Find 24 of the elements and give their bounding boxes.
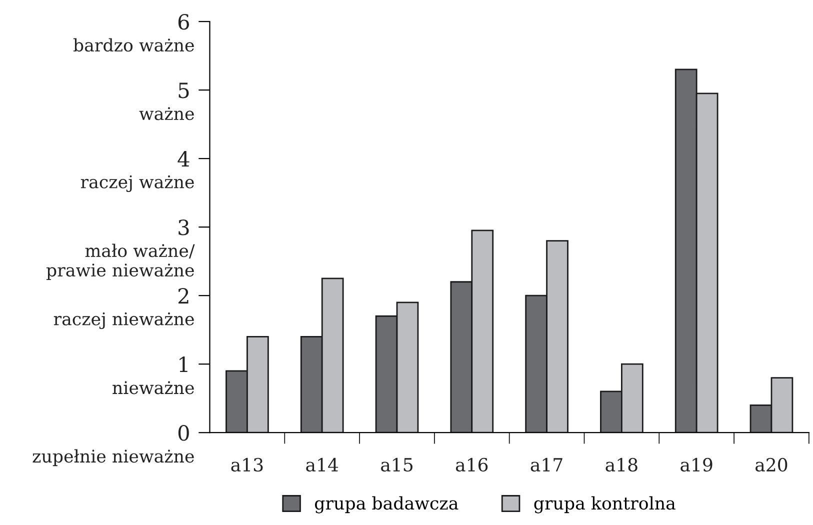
y-tick-label: 2 [178, 288, 188, 304]
legend-label: grupa badawcza [314, 496, 458, 514]
text: nieważne [112, 381, 194, 394]
x-tick-label: a17 [530, 458, 562, 472]
text: zupełnie nieważne [32, 449, 194, 466]
y-tick-label: 3 [178, 220, 189, 236]
x-tick-label: a18 [606, 458, 638, 472]
y-tick-label: 5 [178, 82, 189, 98]
legend-label: grupa kontrolna [534, 496, 676, 514]
x-tick-label: a14 [306, 458, 338, 472]
y-tick-label: 4 [178, 151, 190, 166]
x-tick-label: a20 [756, 458, 788, 472]
x-tick-label: a19 [680, 458, 712, 472]
x-tick-label: a16 [456, 458, 488, 472]
text: raczej ważne [80, 175, 194, 192]
y-tick-label: 0 [178, 425, 189, 441]
text: mało ważne/ prawie nieważne [46, 244, 195, 280]
text: raczej nieważne [54, 312, 194, 330]
y-tick-label: 6 [178, 14, 189, 30]
text: bardzo ważne [73, 38, 194, 52]
y-tick-label: 1 [180, 356, 188, 372]
x-tick-label: a15 [381, 458, 412, 472]
text: ważne [139, 107, 194, 120]
x-tick-label: a13 [231, 458, 263, 472]
